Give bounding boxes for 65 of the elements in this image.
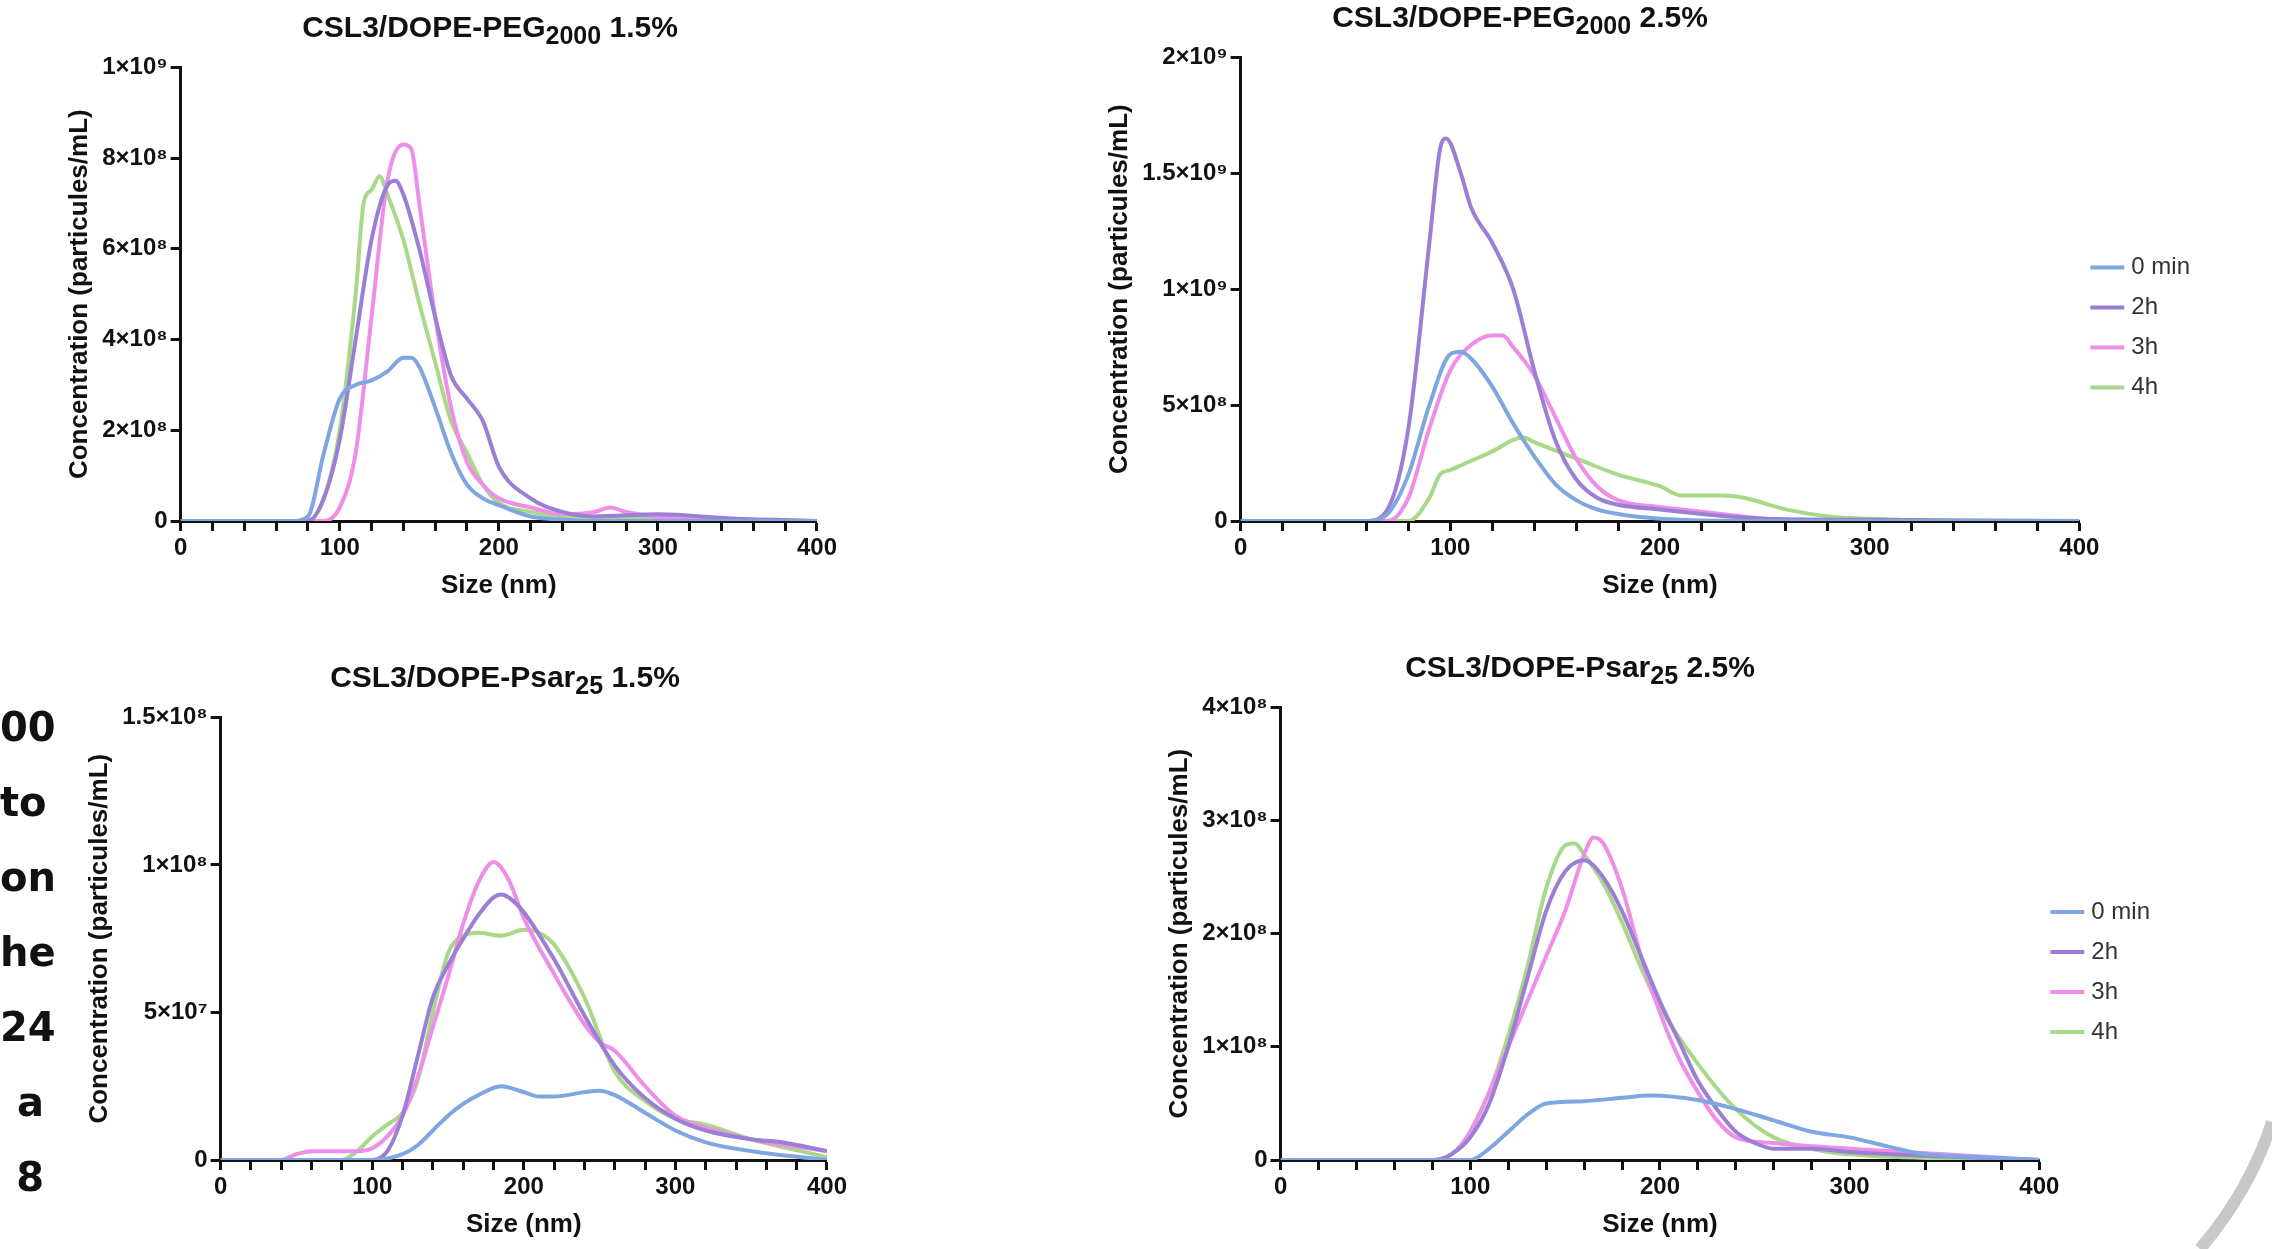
y-tick-label: 1.5×10⁹ [1142,157,1228,185]
y-tick-label: 4×10⁸ [102,324,168,352]
text: he [0,928,56,977]
x-tick-label: 400 [796,533,837,561]
text: a [16,1078,44,1127]
legend-label: 4h [2131,372,2159,400]
x-tick-label: 400 [2059,533,2100,561]
x-tick-label: 100 [352,1172,393,1200]
text: 00 [0,703,56,752]
x-tick-label: 200 [1639,1172,1680,1200]
legend-label: 4h [2091,1016,2119,1044]
y-axis-title: Concentration (particules/mL) [82,753,113,1124]
y-axis-title: Concentration (particules/mL) [62,109,93,480]
text: on [0,853,56,902]
y-tick-label: 0 [1214,505,1228,533]
legend-label: 0 min [2091,896,2150,924]
y-tick-label: 1×10⁹ [1162,273,1228,301]
y-tick-label: 1×10⁸ [142,849,208,877]
x-tick-label: 200 [503,1172,544,1200]
x-tick-label: 100 [319,533,360,561]
x-tick-label: 400 [806,1172,847,1200]
y-tick-label: 1×10⁸ [1202,1031,1268,1059]
legend-label: 3h [2131,332,2159,360]
y-tick-label: 8×10⁸ [102,142,168,170]
chart-title: CSL3/DOPE-PEG$_{2000}$ 1.5% [301,10,679,50]
legend-label: 0 min [2131,252,2190,280]
chart-title: CSL3/DOPE-Psar$_{25}$ 2.5% [1404,650,1756,690]
y-tick-label: 2×10⁹ [1162,42,1228,70]
y-tick-label: 0 [194,1144,208,1172]
text: 8 [15,1153,44,1202]
x-tick-label: 300 [1849,533,1890,561]
y-tick-label: 1×10⁹ [102,52,168,80]
x-axis-title: Size (nm) [466,1207,582,1238]
x-axis-title: Size (nm) [1602,1207,1718,1238]
y-axis-title: Concentration (particules/mL) [1102,104,1133,475]
x-tick-label: 100 [1450,1172,1491,1200]
x-tick-label: 400 [2019,1172,2060,1200]
x-axis-title: Size (nm) [1602,568,1718,599]
legend-label: 2h [2131,292,2159,320]
y-tick-label: 5×10⁸ [1162,389,1228,417]
x-tick-label: 200 [478,533,519,561]
y-axis-title: Concentration (particules/mL) [1162,748,1193,1119]
x-tick-label: 0 [1273,1172,1288,1200]
legend-label: 2h [2091,936,2119,964]
y-tick-label: 5×10⁷ [143,997,208,1025]
chart-title: CSL3/DOPE-Psar$_{25}$ 1.5% [329,660,681,700]
y-tick-label: 4×10⁸ [1202,692,1268,720]
y-tick-label: 2×10⁸ [102,414,168,442]
text: to [0,778,47,827]
x-tick-label: 100 [1430,533,1471,561]
y-tick-label: 3×10⁸ [1202,805,1268,833]
x-tick-label: 300 [637,533,678,561]
y-tick-label: 2×10⁸ [1202,918,1268,946]
x-tick-label: 300 [1829,1172,1870,1200]
y-tick-label: 0 [154,505,168,533]
x-tick-label: 0 [213,1172,228,1200]
legend-label: 3h [2091,976,2119,1004]
x-tick-label: 200 [1639,533,1681,561]
x-axis-title: Size (nm) [441,568,557,599]
x-tick-label: 300 [655,1172,696,1200]
chart-title: CSL3/DOPE-PEG$_{2000}$ 2.5% [1331,0,1709,40]
text: 24 [0,1003,56,1052]
y-tick-label: 0 [1254,1144,1268,1172]
y-tick-label: 6×10⁸ [102,233,168,261]
y-tick-label: 1.5×10⁸ [122,702,208,730]
